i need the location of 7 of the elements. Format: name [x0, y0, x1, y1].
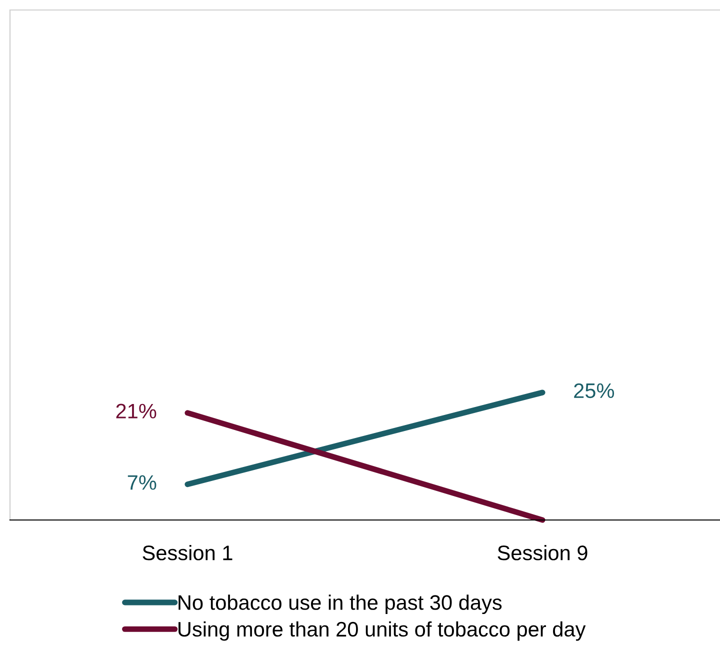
data-label: 25%: [574, 383, 614, 398]
x-tick-label: Session 1: [142, 545, 232, 560]
legend-label: Using more than 20 units of tobacco per day: [178, 621, 586, 641]
data-label: 7%: [128, 475, 156, 490]
x-tick-label: Session 9: [498, 545, 588, 560]
data-label: 21%: [116, 404, 156, 418]
legend-label: No tobacco use in the past 30 days: [178, 594, 502, 614]
